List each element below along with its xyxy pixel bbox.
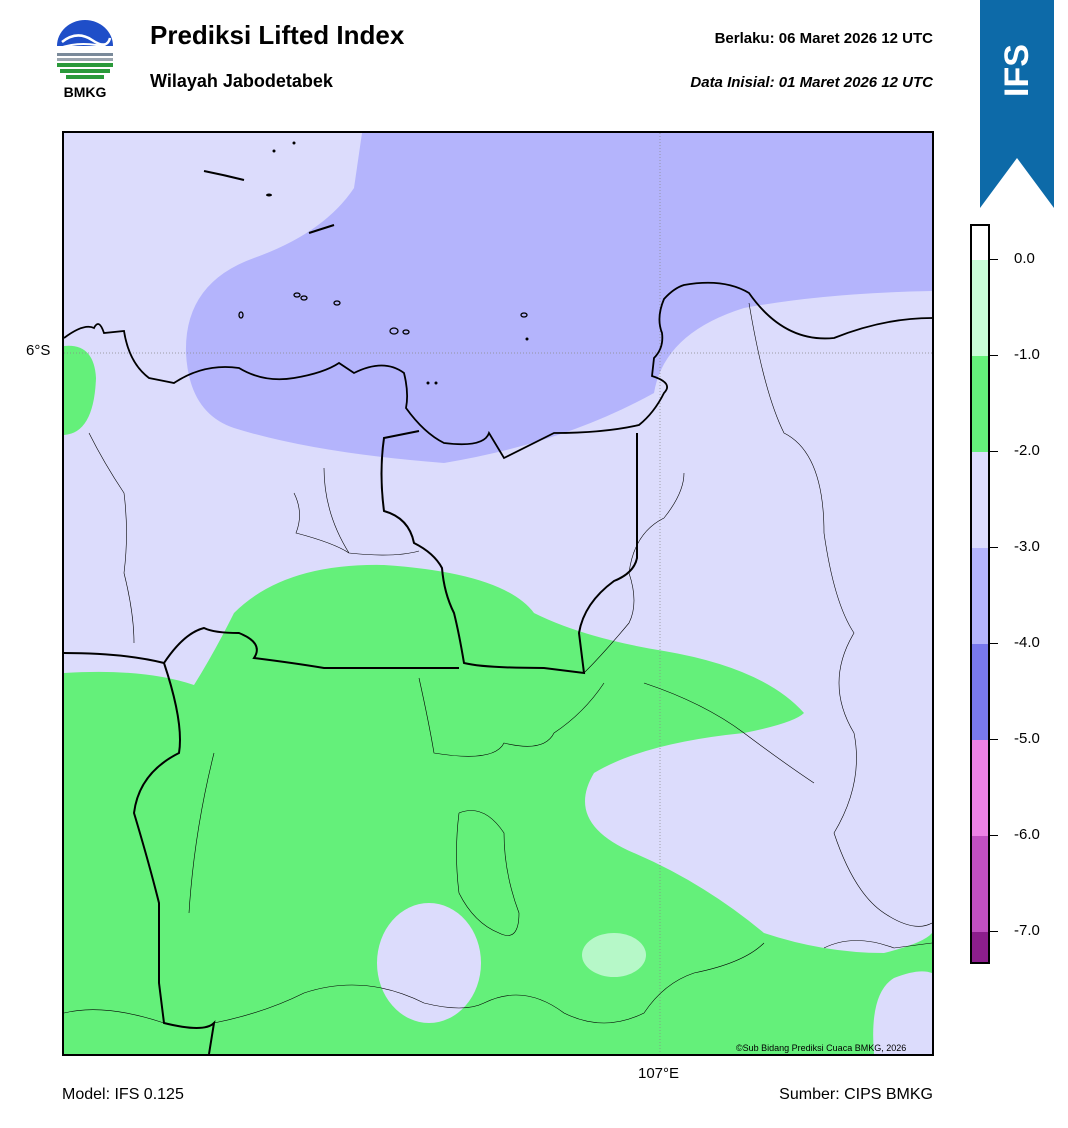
colorbar-segment <box>972 644 988 740</box>
lifted-index-map <box>62 131 934 1056</box>
colorbar-tick-label: 0.0 <box>1014 250 1035 267</box>
colorbar-segment <box>972 452 988 548</box>
colorbar-tick-label: -1.0 <box>1014 346 1040 363</box>
colorbar-tick <box>990 643 998 644</box>
colorbar-segment <box>972 932 988 962</box>
colorbar-tick <box>990 355 998 356</box>
colorbar-segment <box>972 836 988 932</box>
initial-time: Data Inisial: 01 Maret 2026 12 UTC <box>690 74 933 91</box>
region-subtitle: Wilayah Jabodetabek <box>150 71 333 91</box>
colorbar-tick-label: -7.0 <box>1014 922 1040 939</box>
colorbar-tick-label: -4.0 <box>1014 634 1040 651</box>
valid-time: Berlaku: 06 Maret 2026 12 UTC <box>714 30 933 47</box>
colorbar-tick <box>990 931 998 932</box>
colorbar-tick-label: -6.0 <box>1014 826 1040 843</box>
colorbar-segment <box>972 548 988 644</box>
colorbar-tick <box>990 739 998 740</box>
ifs-ribbon <box>980 0 1054 208</box>
logo-text: BMKG <box>63 84 107 100</box>
colorbar-tick <box>990 547 998 548</box>
copyright-note: ©Sub Bidang Prediksi Cuaca BMKG, 2026 <box>736 1043 907 1053</box>
colorbar <box>970 224 990 964</box>
colorbar-segment <box>972 226 988 260</box>
map-canvas <box>64 133 932 1054</box>
latitude-label: 6°S <box>26 342 51 359</box>
colorbar-segment <box>972 260 988 356</box>
source-label: Sumber: CIPS BMKG <box>779 1086 933 1103</box>
colorbar-tick-label: -5.0 <box>1014 730 1040 747</box>
page-title: Prediksi Lifted Index <box>150 20 405 50</box>
colorbar-segment <box>972 740 988 836</box>
colorbar-tick-label: -3.0 <box>1014 538 1040 555</box>
bmkg-logo-icon <box>57 20 113 79</box>
colorbar-tick-label: -2.0 <box>1014 442 1040 459</box>
ribbon-label: IFS <box>997 43 1036 97</box>
colorbar-tick <box>990 451 998 452</box>
model-label: Model: IFS 0.125 <box>62 1086 184 1103</box>
colorbar-tick <box>990 835 998 836</box>
longitude-label: 107°E <box>638 1065 680 1082</box>
colorbar-tick <box>990 259 998 260</box>
colorbar-segment <box>972 356 988 452</box>
